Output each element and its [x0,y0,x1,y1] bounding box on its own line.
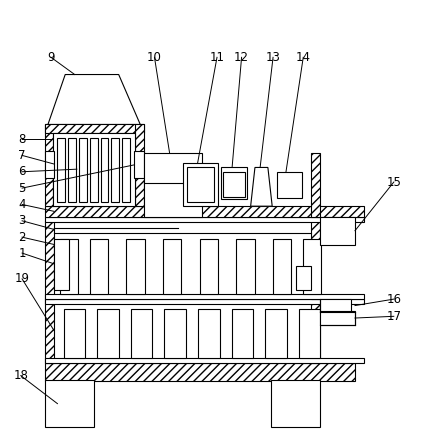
Bar [45,363,355,381]
Bar [200,239,218,294]
Text: 4: 4 [18,198,26,211]
Bar [135,124,144,206]
Bar [45,151,54,178]
Bar [90,138,98,202]
Bar [271,380,320,427]
Bar [164,310,186,358]
Bar [45,124,144,133]
Bar [311,299,320,363]
Bar [221,168,247,199]
Bar [45,221,54,299]
Text: 13: 13 [266,51,280,64]
Bar [54,239,69,290]
Bar [144,153,202,216]
Text: 5: 5 [18,181,26,194]
Bar [296,266,311,290]
Text: 8: 8 [18,132,26,145]
Bar [59,239,78,294]
Text: 14: 14 [296,51,311,64]
Bar [131,310,152,358]
Text: 15: 15 [386,176,401,189]
Text: 2: 2 [18,231,26,244]
Bar [112,138,119,202]
Bar [237,239,254,294]
Bar [320,299,351,312]
Bar [303,239,321,294]
Text: 17: 17 [386,310,401,323]
Bar [97,310,118,358]
Text: 6: 6 [18,165,26,178]
Bar [45,216,364,222]
Polygon shape [251,168,272,206]
Bar [68,138,76,202]
Bar [101,138,108,202]
Bar [320,311,355,325]
Bar [299,310,320,358]
Bar [45,124,53,206]
Bar [273,239,291,294]
Bar [198,310,220,358]
Bar [57,138,65,202]
Bar [126,239,145,294]
Text: 1: 1 [18,246,26,259]
Bar [134,151,144,178]
Text: 16: 16 [386,293,401,306]
Bar [311,153,320,216]
Text: 10: 10 [147,51,162,64]
Bar [45,358,364,363]
Bar [45,299,54,363]
Text: 7: 7 [18,149,26,162]
Text: 12: 12 [234,51,249,64]
Bar [45,206,364,216]
Bar [232,310,253,358]
Bar [187,168,214,202]
Bar [45,299,364,304]
Bar [265,310,287,358]
Text: 11: 11 [210,51,224,64]
Bar [183,163,218,206]
Bar [122,138,130,202]
Bar [276,172,302,197]
Bar [90,239,108,294]
Polygon shape [48,74,140,124]
Bar [45,380,94,427]
Bar [163,239,181,294]
Bar [64,310,85,358]
Bar [320,216,355,245]
Text: 9: 9 [47,51,55,64]
Bar [53,133,135,206]
Text: 18: 18 [13,369,28,382]
Bar [223,172,246,197]
Text: 19: 19 [15,272,30,285]
Bar [79,138,87,202]
Bar [45,294,364,299]
Bar [311,221,320,299]
Text: 3: 3 [18,214,26,227]
